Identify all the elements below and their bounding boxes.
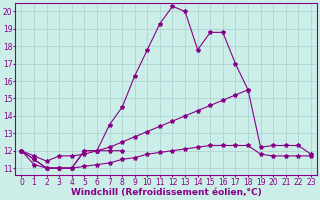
X-axis label: Windchill (Refroidissement éolien,°C): Windchill (Refroidissement éolien,°C): [71, 188, 261, 197]
